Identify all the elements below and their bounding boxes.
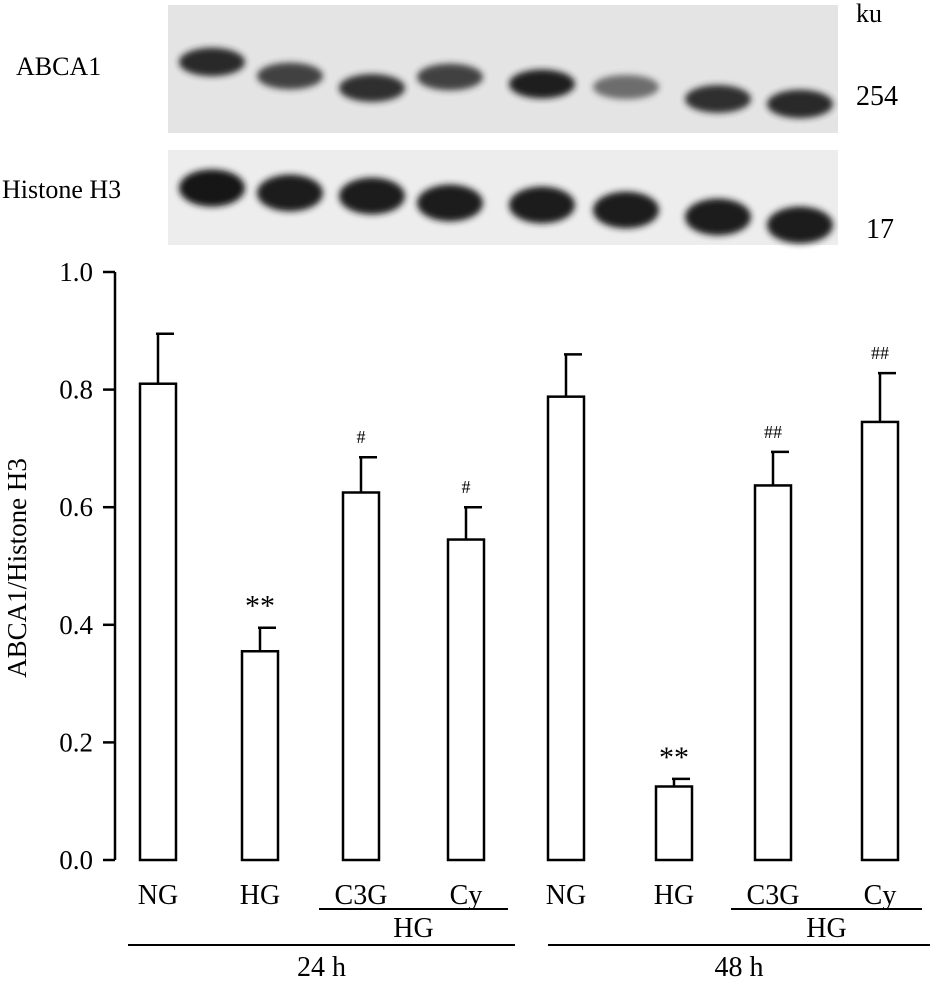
x-tick-labels: NG HG C3G Cy NG HG C3G Cy <box>138 880 897 911</box>
bar <box>341 491 381 862</box>
y-tick-label: 1.0 <box>59 257 93 287</box>
bar <box>240 650 280 862</box>
x-tick-label: HG <box>654 880 694 911</box>
bars: **##**#### <box>138 332 900 862</box>
blot-band <box>685 198 751 236</box>
blot-band <box>593 74 659 100</box>
blot-band <box>417 184 483 222</box>
blot-band <box>767 206 833 244</box>
y-axis: 0.0 0.2 0.4 0.6 0.8 1.0 <box>59 257 117 875</box>
blot-band <box>339 74 405 102</box>
blot-band <box>685 85 751 113</box>
group-label: 48 h <box>715 952 764 983</box>
x-tick-label: NG <box>138 880 178 911</box>
x-tick-label: Cy <box>450 880 483 911</box>
y-tick-label: 0.2 <box>59 727 93 757</box>
subgroup-label: HG <box>393 913 433 944</box>
significance-annotation: ## <box>764 422 782 442</box>
blot-band <box>257 174 323 212</box>
bar <box>753 484 793 862</box>
x-tick-label: HG <box>240 880 280 911</box>
significance-annotation: # <box>357 427 366 447</box>
bar <box>654 785 694 862</box>
y-axis-label: ABCA1/Histone H3 <box>2 458 32 678</box>
blot-band <box>509 69 575 99</box>
blot-band <box>767 89 833 119</box>
blot-band <box>509 186 575 224</box>
bar <box>138 382 178 862</box>
blot-band <box>417 63 483 91</box>
y-tick-label: 0.8 <box>59 375 93 405</box>
blot-band <box>179 169 245 207</box>
significance-annotation: # <box>462 477 471 497</box>
x-tick-label: C3G <box>335 880 388 911</box>
group-label: 24 h <box>297 952 346 983</box>
subgroup-label: HG <box>806 913 846 944</box>
significance-annotation: ** <box>245 590 275 623</box>
blot-row-label-histone: Histone H3 <box>2 175 121 204</box>
bar <box>860 420 900 862</box>
blot-band <box>339 177 405 215</box>
blot-unit-label: ku <box>856 0 882 28</box>
bar-chart: 0.00.20.40.60.81.0 **##**#### NG HG C3G Cy N… <box>2 257 930 983</box>
y-tick-label: 0.0 <box>59 845 93 875</box>
blot-band <box>593 191 659 229</box>
bar <box>546 395 586 862</box>
blot-bands <box>179 47 833 244</box>
x-tick-label: NG <box>546 880 586 911</box>
blot-row-label-abca1: ABCA1 <box>16 52 101 81</box>
blot-marker-254: 254 <box>856 81 898 112</box>
group-brackets: HG HG 24 h 48 h <box>128 908 930 983</box>
western-blot-panel: ABCA1 Histone H3 ku 254 17 <box>2 0 898 245</box>
y-tick-label: 0.4 <box>59 610 93 640</box>
y-tick-label: 0.6 <box>59 492 93 522</box>
significance-annotation: ** <box>659 741 689 774</box>
bar <box>446 538 486 862</box>
blot-marker-17: 17 <box>866 214 894 245</box>
x-tick-label: Cy <box>864 880 897 911</box>
blot-band <box>257 62 323 90</box>
significance-annotation: ## <box>871 343 889 363</box>
blot-band <box>179 47 245 77</box>
x-tick-label: C3G <box>747 880 800 911</box>
